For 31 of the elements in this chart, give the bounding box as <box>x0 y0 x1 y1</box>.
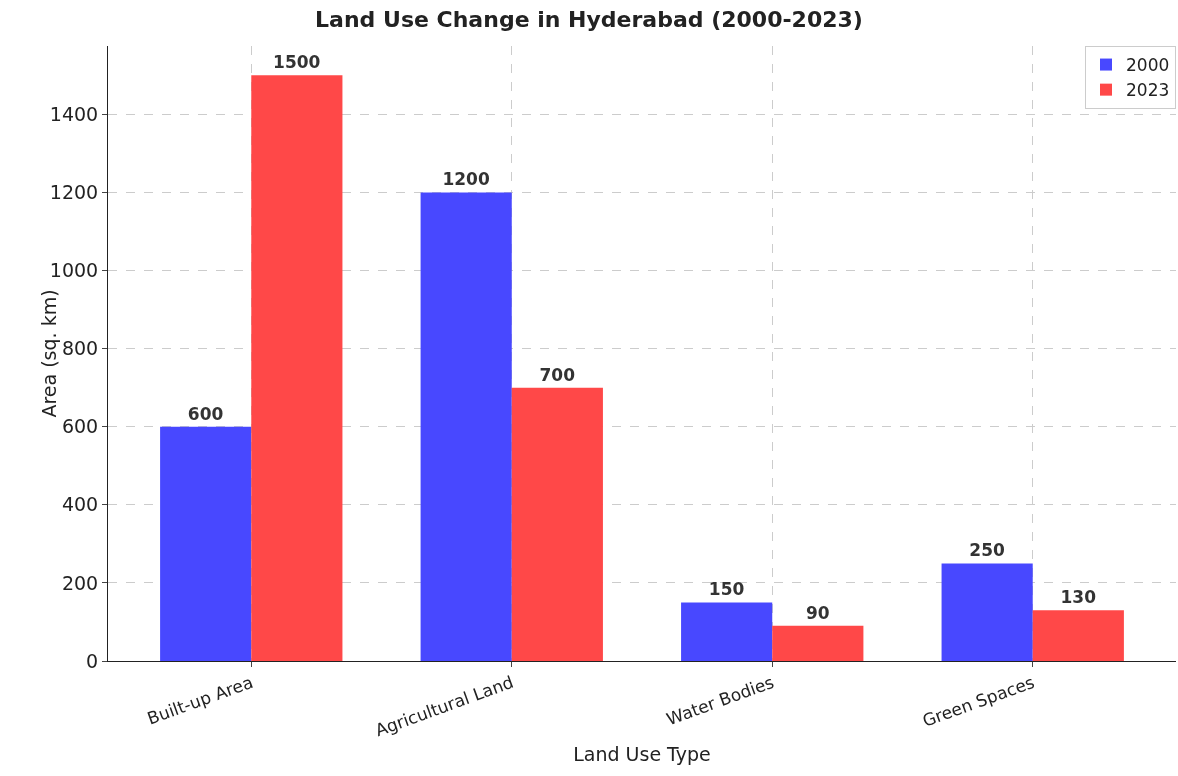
x-axis-title: Land Use Type <box>573 743 711 766</box>
y-tick-label: 1200 <box>49 181 99 204</box>
y-tick-label: 400 <box>61 493 99 516</box>
data-label: 150 <box>708 579 745 600</box>
bar <box>160 426 252 661</box>
legend-label: 2000 <box>1126 55 1170 76</box>
data-label: 1200 <box>442 169 490 190</box>
bar <box>681 602 773 661</box>
bar <box>941 563 1033 661</box>
y-tick-label: 1000 <box>49 259 99 282</box>
x-tick-label: Green Spaces <box>919 671 1038 731</box>
data-label: 600 <box>187 403 224 424</box>
data-label: 1500 <box>273 52 321 73</box>
y-tick-label: 1400 <box>49 102 99 125</box>
y-tick-label: 800 <box>61 337 99 360</box>
data-label: 700 <box>539 364 576 385</box>
data-label: 90 <box>805 602 830 623</box>
y-axis-title: Area (sq. km) <box>37 289 60 418</box>
bar <box>1032 610 1124 661</box>
bar <box>251 75 343 661</box>
data-label: 250 <box>969 540 1005 561</box>
x-tick-label: Water Bodies <box>663 671 777 730</box>
bar <box>511 387 603 661</box>
bar <box>772 625 864 661</box>
y-tick-label: 0 <box>86 649 99 672</box>
bar <box>420 192 512 661</box>
data-label: 130 <box>1060 587 1097 608</box>
chart-title: Land Use Change in Hyderabad (2000-2023) <box>315 7 863 33</box>
y-tick-label: 600 <box>61 415 99 438</box>
y-tick-label: 200 <box>61 571 99 594</box>
legend-label: 2023 <box>1126 80 1170 101</box>
